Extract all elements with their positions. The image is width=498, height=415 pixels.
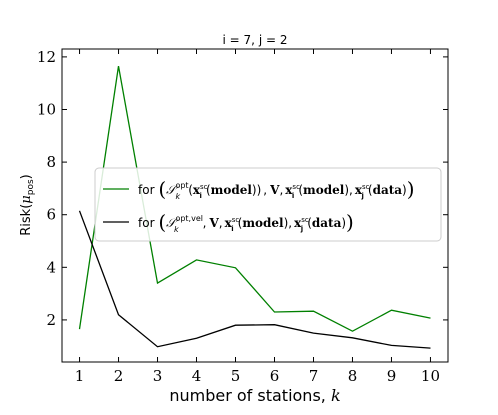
chart-title: i = 7, j = 2 [223,33,288,47]
x-tick-label: 5 [231,367,241,385]
y-tick-label: 10 [37,100,56,118]
x-tick-label: 6 [270,367,280,385]
x-tick-label: 2 [114,367,124,385]
x-tick-label: 7 [309,367,319,385]
x-tick-label: 1 [75,367,85,385]
plot-frame [61,48,449,363]
y-axis-label: Risk(μpos) [19,174,36,235]
legend: for (𝒮opt k (xsc i (model)), V, xsc i (model), xs… [94,167,442,242]
legend-box [94,167,442,242]
y-tick-label: 2 [46,311,56,329]
x-tick-label: 3 [153,367,163,385]
y-tick-label: 12 [37,48,56,66]
series-line-black [78,210,431,349]
x-tick-label: 10 [421,367,440,385]
y-axis: 2 4 6 8 10 12 [37,48,448,329]
y-tick-label: 6 [46,206,56,224]
x-tick-label: 8 [348,367,358,385]
x-axis: 1 2 3 4 5 6 7 8 9 10 [75,49,440,385]
y-tick-label: 8 [46,153,56,171]
x-axis-label: number of stations, k [169,386,340,405]
x-tick-label: 9 [387,367,397,385]
x-tick-label: 4 [192,367,202,385]
y-tick-label: 4 [46,258,56,276]
